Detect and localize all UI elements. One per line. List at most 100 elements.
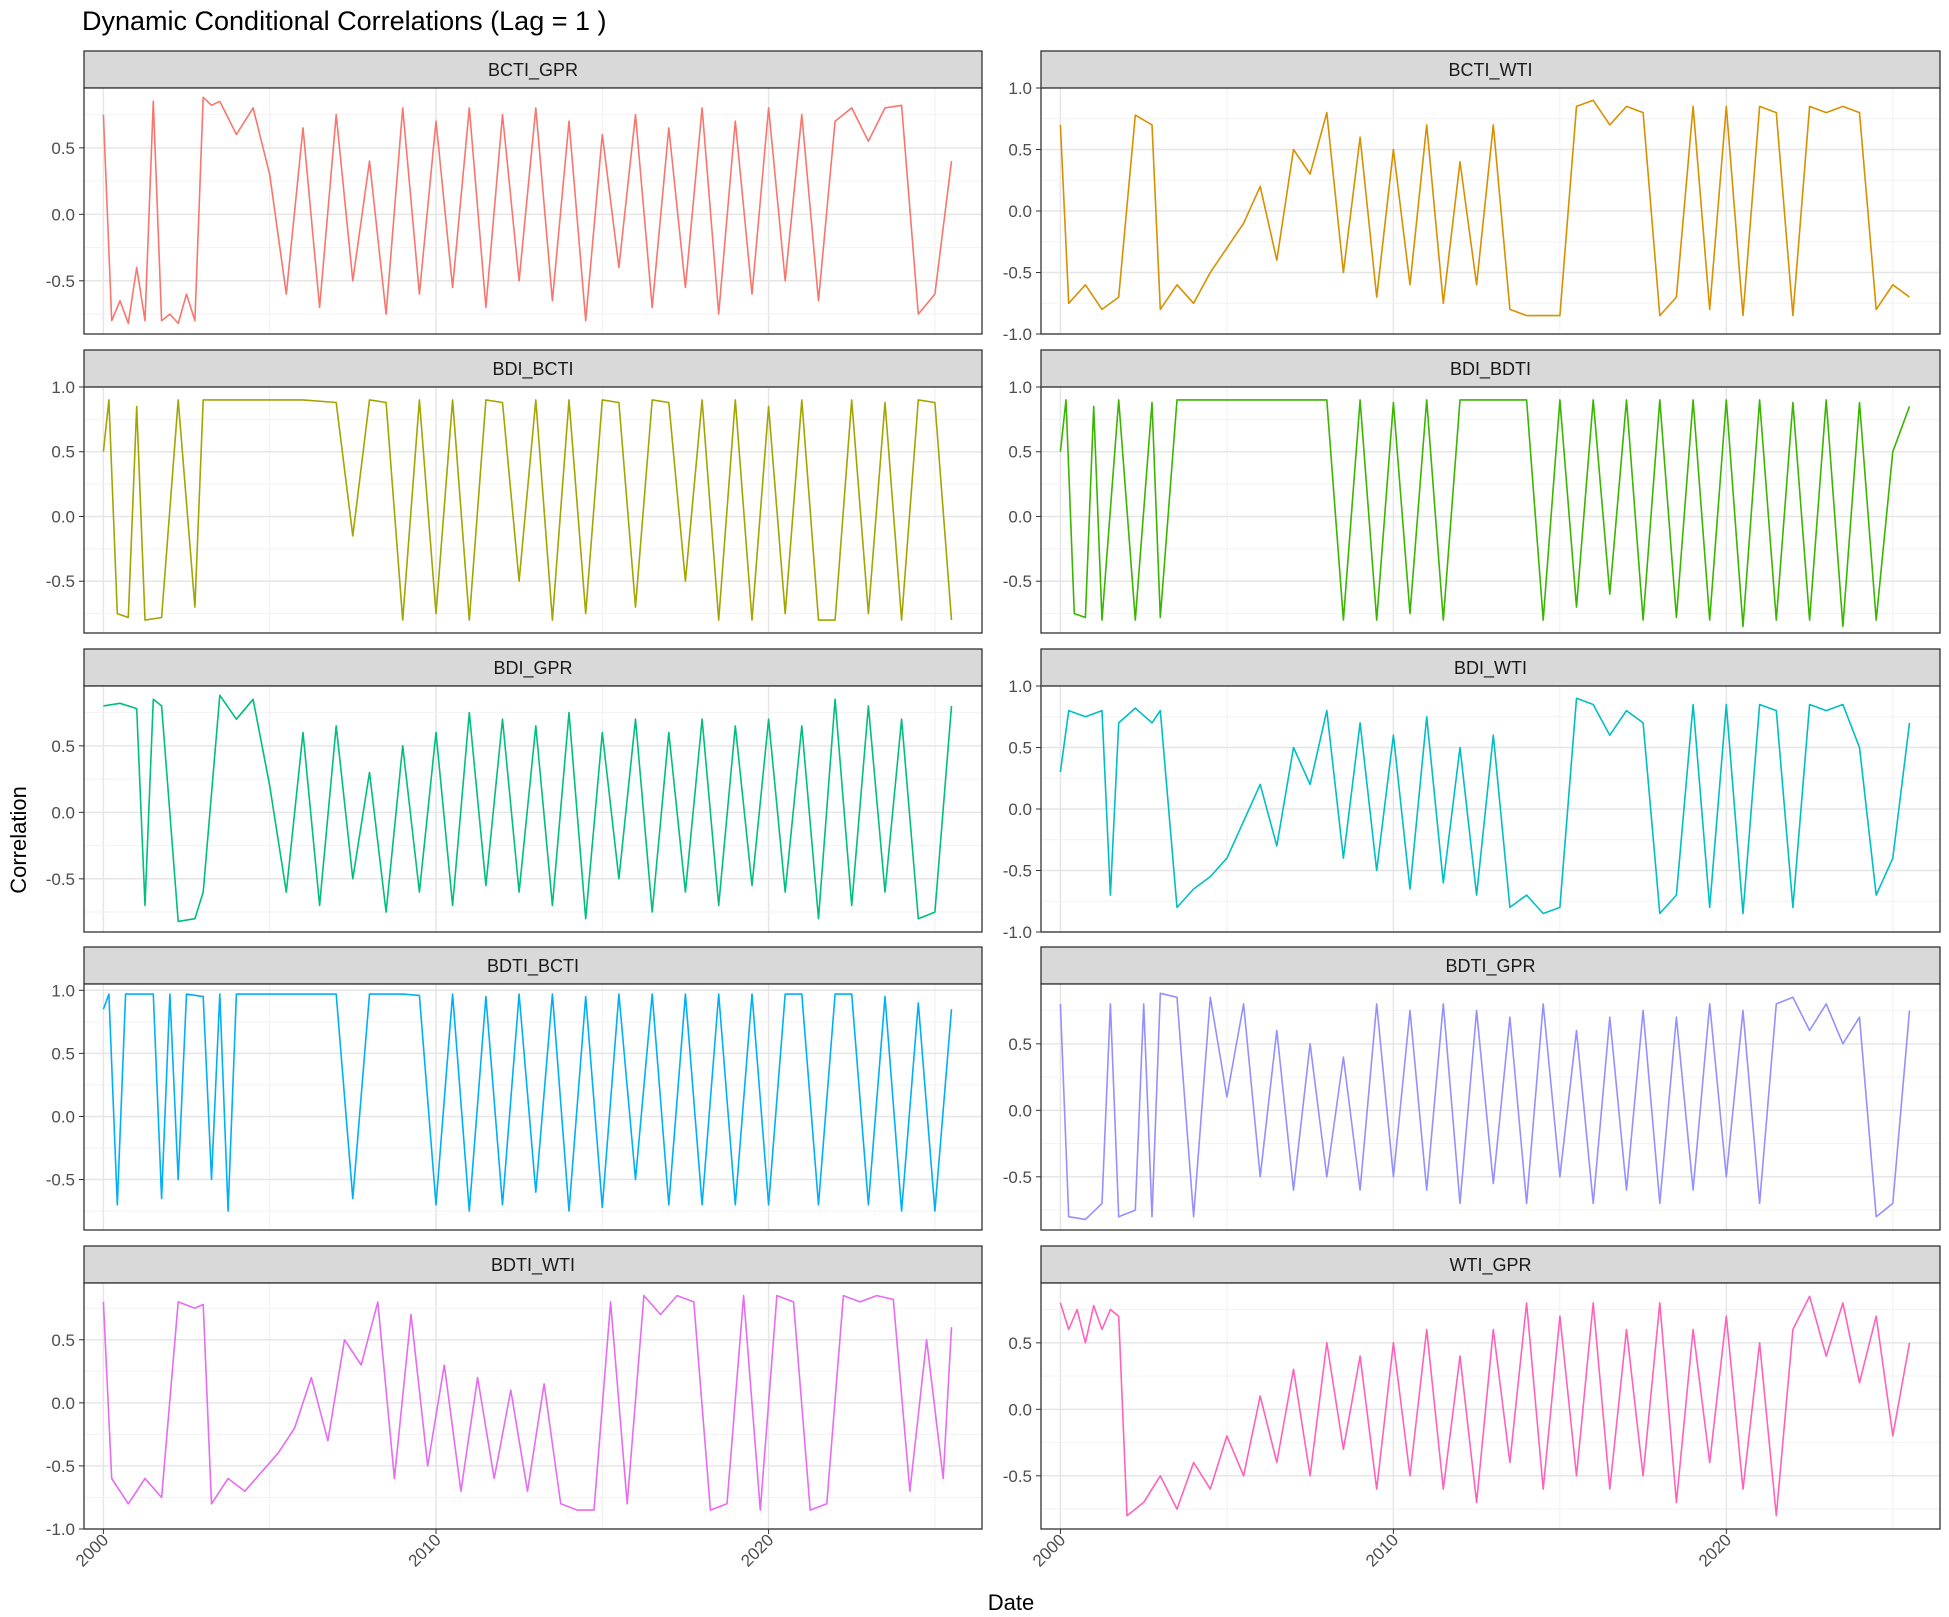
y-tick-label: -0.5 xyxy=(1003,862,1032,881)
series-line-bdti-gpr xyxy=(1059,992,1911,1221)
y-tick-label: 1.0 xyxy=(1008,378,1032,397)
panel-border xyxy=(83,1282,983,1530)
x-tick-label: 2010 xyxy=(405,1530,445,1570)
x-axis-title: Date xyxy=(988,1590,1034,1615)
panel-border xyxy=(1040,1282,1941,1530)
facet-label: BDI_BCTI xyxy=(492,359,573,380)
y-tick-label: -0.5 xyxy=(1003,1168,1032,1187)
y-tick-label: 1.0 xyxy=(1008,677,1032,696)
series-line-bdti-wti xyxy=(102,1294,953,1511)
y-tick-label: -0.5 xyxy=(1003,1467,1032,1486)
plot-area xyxy=(84,1283,982,1529)
x-tick-label: 2020 xyxy=(737,1530,777,1570)
series-line-bdi-wti xyxy=(1059,697,1911,915)
y-tick-label: 0.0 xyxy=(51,205,75,224)
facet-bdi-bcti: BDI_BCTI -0.5 0.0 0.5 1.0 xyxy=(46,349,983,634)
facet-bcti-gpr: BCTI_GPR -0.5 0.0 0.5 xyxy=(46,50,983,335)
y-tick-label: 0.0 xyxy=(51,1107,75,1126)
facet-bdi-gpr: BDI_GPR -0.5 0.0 0.5 xyxy=(46,648,983,933)
facet-bdti-bcti: BDTI_BCTI -0.5 0.0 0.5 1.0 xyxy=(46,946,983,1231)
y-tick-label: 0.5 xyxy=(1008,141,1032,160)
y-tick-label: 0.5 xyxy=(51,737,75,756)
facet-panels: BCTI_GPR -0.5 0.0 0.5 BCTI_WTI -1.0 -0.5 0.0 0.5… xyxy=(46,50,1941,1571)
facet-label: WTI_GPR xyxy=(1449,1255,1531,1276)
y-tick-label: -0.5 xyxy=(46,870,75,889)
y-tick-label: -1.0 xyxy=(1003,923,1032,942)
y-tick-label: 0.0 xyxy=(1008,507,1032,526)
facet-bcti-wti: BCTI_WTI -1.0 -0.5 0.0 0.5 1.0 xyxy=(1003,50,1941,344)
facet-strip xyxy=(1040,648,1941,687)
series-line-wti-gpr xyxy=(1059,1295,1911,1517)
series-line-bdi-bcti xyxy=(102,399,953,621)
y-axis-title: Correlation xyxy=(6,786,31,894)
facet-label: BDI_BDTI xyxy=(1450,359,1531,380)
plot-area xyxy=(1041,1283,1940,1529)
y-tick-label: 0.0 xyxy=(51,1394,75,1413)
x-tick-label: 2000 xyxy=(1029,1530,1069,1570)
y-tick-label: -1.0 xyxy=(46,1520,75,1539)
y-tick-label: 0.5 xyxy=(1008,739,1032,758)
y-tick-label: 0.0 xyxy=(1008,1101,1032,1120)
panel-border xyxy=(83,386,983,634)
y-tick-label: 0.5 xyxy=(51,139,75,158)
y-tick-label: 0.0 xyxy=(1008,1400,1032,1419)
y-tick-label: 0.5 xyxy=(51,1331,75,1350)
series-line-bdti-bcti xyxy=(102,993,953,1212)
series-line-bcti-wti xyxy=(1059,99,1910,317)
facet-label: BDTI_WTI xyxy=(491,1255,575,1276)
panel-border xyxy=(83,983,983,1231)
y-tick-label: -0.5 xyxy=(46,1457,75,1476)
series-line-bdi-bdti xyxy=(1059,399,1911,628)
facet-strip xyxy=(1040,50,1941,89)
panel-border xyxy=(1040,983,1941,1231)
panel-border xyxy=(1040,386,1941,634)
series-line-bdi-gpr xyxy=(103,694,953,923)
x-tick-label: 2020 xyxy=(1695,1530,1735,1570)
y-tick-label: 0.0 xyxy=(51,507,75,526)
x-tick-label: 2000 xyxy=(72,1530,112,1570)
facet-bdi-bdti: BDI_BDTI -0.5 0.0 0.5 1.0 xyxy=(1003,349,1941,634)
y-tick-label: 0.5 xyxy=(1008,443,1032,462)
y-tick-label: 0.0 xyxy=(51,803,75,822)
y-tick-label: -1.0 xyxy=(1003,325,1032,344)
y-tick-label: -0.5 xyxy=(46,572,75,591)
plot-area xyxy=(84,88,982,334)
facet-strip xyxy=(83,50,983,89)
plot-area xyxy=(84,686,982,932)
y-tick-label: 0.0 xyxy=(1008,800,1032,819)
panel-border xyxy=(1040,685,1941,933)
x-tick-label: 2010 xyxy=(1362,1530,1402,1570)
facet-bdti-wti: BDTI_WTI -1.0 -0.5 0.0 0.5 2000 2010 2020 xyxy=(46,1245,983,1571)
facet-bdti-gpr: BDTI_GPR -0.5 0.0 0.5 xyxy=(1003,946,1941,1231)
facet-bdi-wti: BDI_WTI -1.0 -0.5 0.0 0.5 1.0 xyxy=(1003,648,1941,942)
y-tick-label: 1.0 xyxy=(51,981,75,1000)
facet-label: BDTI_BCTI xyxy=(487,956,579,977)
facet-label: BCTI_GPR xyxy=(488,60,578,81)
facet-strip xyxy=(83,946,983,985)
panel-border xyxy=(1040,87,1941,335)
y-tick-label: -0.5 xyxy=(46,272,75,291)
facet-label: BDI_WTI xyxy=(1454,658,1527,679)
facet-strip xyxy=(1040,1245,1941,1284)
panel-border xyxy=(83,685,983,933)
facet-strip xyxy=(83,1245,983,1284)
y-tick-label: 0.5 xyxy=(51,443,75,462)
facet-wti-gpr: WTI_GPR -0.5 0.0 0.5 2000 2010 2020 xyxy=(1003,1245,1941,1571)
y-tick-label: 1.0 xyxy=(51,378,75,397)
y-tick-label: 0.0 xyxy=(1008,202,1032,221)
series-line-bcti-gpr xyxy=(102,96,953,325)
y-tick-label: -0.5 xyxy=(46,1171,75,1190)
y-tick-label: -0.5 xyxy=(1003,572,1032,591)
facet-strip xyxy=(83,349,983,388)
y-tick-label: 0.5 xyxy=(51,1044,75,1063)
facet-strip xyxy=(1040,946,1941,985)
facet-label: BCTI_WTI xyxy=(1449,60,1533,81)
y-tick-label: 0.5 xyxy=(1008,1334,1032,1353)
chart-title: Dynamic Conditional Correlations (Lag = … xyxy=(82,6,607,36)
panel-border xyxy=(83,87,983,335)
y-tick-label: -0.5 xyxy=(1003,264,1032,283)
facet-label: BDTI_GPR xyxy=(1445,956,1535,977)
y-tick-label: 0.5 xyxy=(1008,1035,1032,1054)
y-tick-label: 1.0 xyxy=(1008,79,1032,98)
